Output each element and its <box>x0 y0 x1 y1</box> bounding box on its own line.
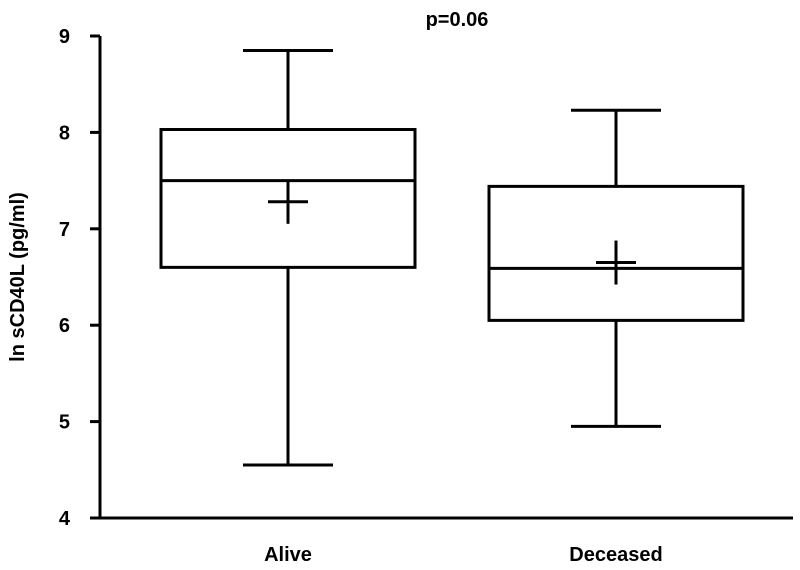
iqr-box <box>487 184 745 322</box>
box-deceased <box>487 108 745 428</box>
iqr-box <box>159 128 417 269</box>
y-tick-label: 9 <box>59 26 70 48</box>
y-tick-label: 4 <box>59 508 71 530</box>
box-series <box>159 48 745 467</box>
p-value-annotation: p=0.06 <box>426 9 489 31</box>
y-axis-ticks: 4 5 6 7 8 9 <box>59 26 100 530</box>
x-axis-category-labels: Alive Deceased <box>264 544 663 566</box>
box-alive <box>159 48 417 467</box>
y-tick-label: 7 <box>59 219 70 241</box>
y-tick-label: 5 <box>59 412 70 434</box>
y-axis-label: ln sCD40L (pg/ml) <box>7 192 29 362</box>
x-category-label: Alive <box>264 544 312 566</box>
y-tick-label: 6 <box>59 315 70 337</box>
y-tick-label: 8 <box>59 122 70 144</box>
x-category-label: Deceased <box>569 544 662 566</box>
